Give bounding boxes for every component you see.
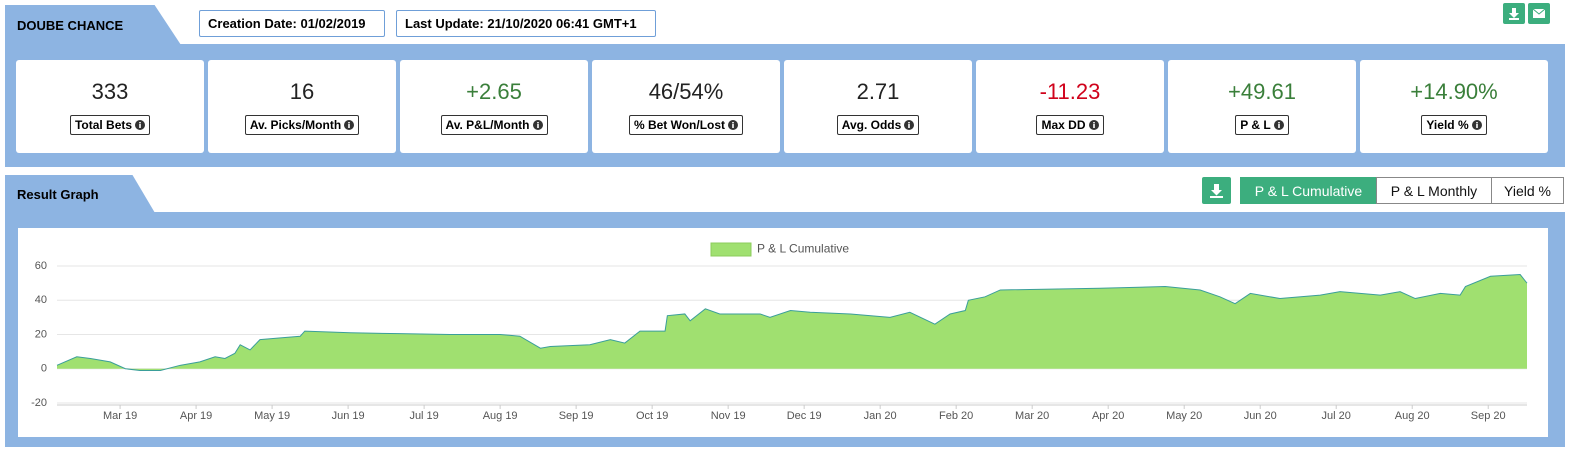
email-icon — [1532, 8, 1546, 18]
x-tick-label: May 20 — [1166, 410, 1202, 422]
info-icon[interactable] — [1273, 120, 1284, 130]
info-icon[interactable] — [728, 120, 739, 130]
area-line — [56, 274, 1528, 371]
stat-label-text: P & L — [1240, 118, 1271, 132]
legend-label: P & L Cumulative — [757, 242, 849, 256]
stat-card: +2.65 Av. P&L/Month — [400, 60, 588, 153]
stat-label: Av. Picks/Month — [244, 115, 360, 135]
chart-box: -20 0 20 40 60 Mar 19 Apr 19 May 19 Jun 19 Jul 19… — [18, 228, 1548, 437]
stat-value: 2.71 — [856, 79, 900, 104]
area-fill — [57, 274, 1527, 371]
stat-label-text: Av. Picks/Month — [249, 118, 342, 132]
graph-download-button[interactable] — [1202, 177, 1231, 204]
y-tick-label: 40 — [35, 294, 47, 306]
stat-card: 46/54% % Bet Won/Lost — [592, 60, 780, 153]
last-update: Last Update: 21/10/2020 06:41 GMT+1 — [396, 10, 656, 37]
y-tick-label: 20 — [35, 328, 47, 340]
y-tick-label: 0 — [41, 363, 47, 375]
stat-value: 46/54% — [648, 79, 724, 104]
email-button[interactable] — [1528, 3, 1550, 24]
stat-label: % Bet Won/Lost — [628, 115, 744, 135]
stat-card: +14.90% Yield % — [1360, 60, 1548, 153]
legend-swatch — [710, 242, 752, 257]
stat-label-text: % Bet Won/Lost — [633, 118, 726, 132]
info-icon[interactable] — [532, 120, 543, 130]
x-tick-label: Jan 20 — [864, 410, 897, 422]
x-tick-label: Apr 19 — [180, 410, 212, 422]
stat-label-text: Av. P&L/Month — [445, 118, 530, 132]
graph-tab-button[interactable]: P & L Cumulative — [1240, 177, 1377, 204]
x-tick-label: Nov 19 — [711, 410, 746, 422]
stat-label-text: Yield % — [1426, 118, 1469, 132]
chart: -20 0 20 40 60 Mar 19 Apr 19 May 19 Jun 19 Jul 19… — [31, 242, 1528, 422]
stat-value: +14.90% — [1410, 79, 1498, 104]
x-tick-label: Jul 19 — [409, 410, 438, 422]
stat-label: Av. P&L/Month — [440, 115, 548, 135]
header-tab: DOUBE CHANCE — [5, 5, 181, 45]
x-tick-label: Jun 20 — [1244, 410, 1277, 422]
x-tick-label: Dec 19 — [787, 410, 822, 422]
stat-card: 16 Av. Picks/Month — [208, 60, 396, 153]
graph-tab: Result Graph — [5, 175, 155, 213]
x-tick-label: Feb 20 — [939, 410, 973, 422]
info-icon[interactable] — [344, 120, 355, 130]
download-button[interactable] — [1503, 3, 1525, 24]
x-tick-label: Mar 19 — [103, 410, 137, 422]
info-icon[interactable] — [1471, 120, 1482, 130]
info-icon[interactable] — [1088, 120, 1099, 130]
stat-value: +49.61 — [1228, 79, 1296, 104]
download-icon — [1210, 184, 1223, 198]
stat-card: +49.61 P & L — [1168, 60, 1356, 153]
x-tick-label: May 19 — [254, 410, 290, 422]
stat-card: 333 Total Bets — [16, 60, 204, 153]
stat-label: Total Bets — [69, 115, 151, 135]
x-tick-label: Sep 20 — [1471, 410, 1506, 422]
stat-value: 333 — [91, 79, 129, 104]
stat-label-text: Total Bets — [74, 118, 133, 132]
y-tick-label: 60 — [35, 260, 47, 272]
header-title: DOUBE CHANCE — [17, 17, 124, 33]
stat-label-text: Avg. Odds — [841, 118, 902, 132]
download-icon — [1509, 8, 1519, 20]
graph-tab-button[interactable]: Yield % — [1491, 177, 1564, 204]
creation-date: Creation Date: 01/02/2019 — [199, 10, 385, 37]
stat-value: -11.23 — [1039, 79, 1101, 104]
x-tick-label: Aug 19 — [483, 410, 518, 422]
stat-value: 16 — [289, 79, 315, 104]
graph-title: Result Graph — [17, 186, 99, 202]
stat-label: Max DD — [1036, 115, 1104, 135]
info-icon[interactable] — [904, 120, 915, 130]
y-tick-label: -20 — [31, 397, 47, 409]
x-tick-label: Apr 20 — [1092, 410, 1124, 422]
x-tick-label: Sep 19 — [559, 410, 594, 422]
info-icon[interactable] — [135, 120, 146, 130]
graph-tab-button[interactable]: P & L Monthly — [1376, 177, 1492, 204]
x-tick-label: Jun 19 — [332, 410, 365, 422]
stat-label: Avg. Odds — [836, 115, 920, 135]
stat-card: 2.71 Avg. Odds — [784, 60, 972, 153]
stat-label: Yield % — [1421, 115, 1487, 135]
x-tick-label: Jul 20 — [1322, 410, 1351, 422]
x-tick-label: Oct 19 — [636, 410, 668, 422]
stat-label: P & L — [1235, 115, 1289, 135]
stat-card: -11.23 Max DD — [976, 60, 1164, 153]
x-tick-label: Mar 20 — [1015, 410, 1049, 422]
stat-value: +2.65 — [466, 79, 522, 104]
stat-label-text: Max DD — [1041, 118, 1086, 132]
x-tick-label: Aug 20 — [1395, 410, 1430, 422]
